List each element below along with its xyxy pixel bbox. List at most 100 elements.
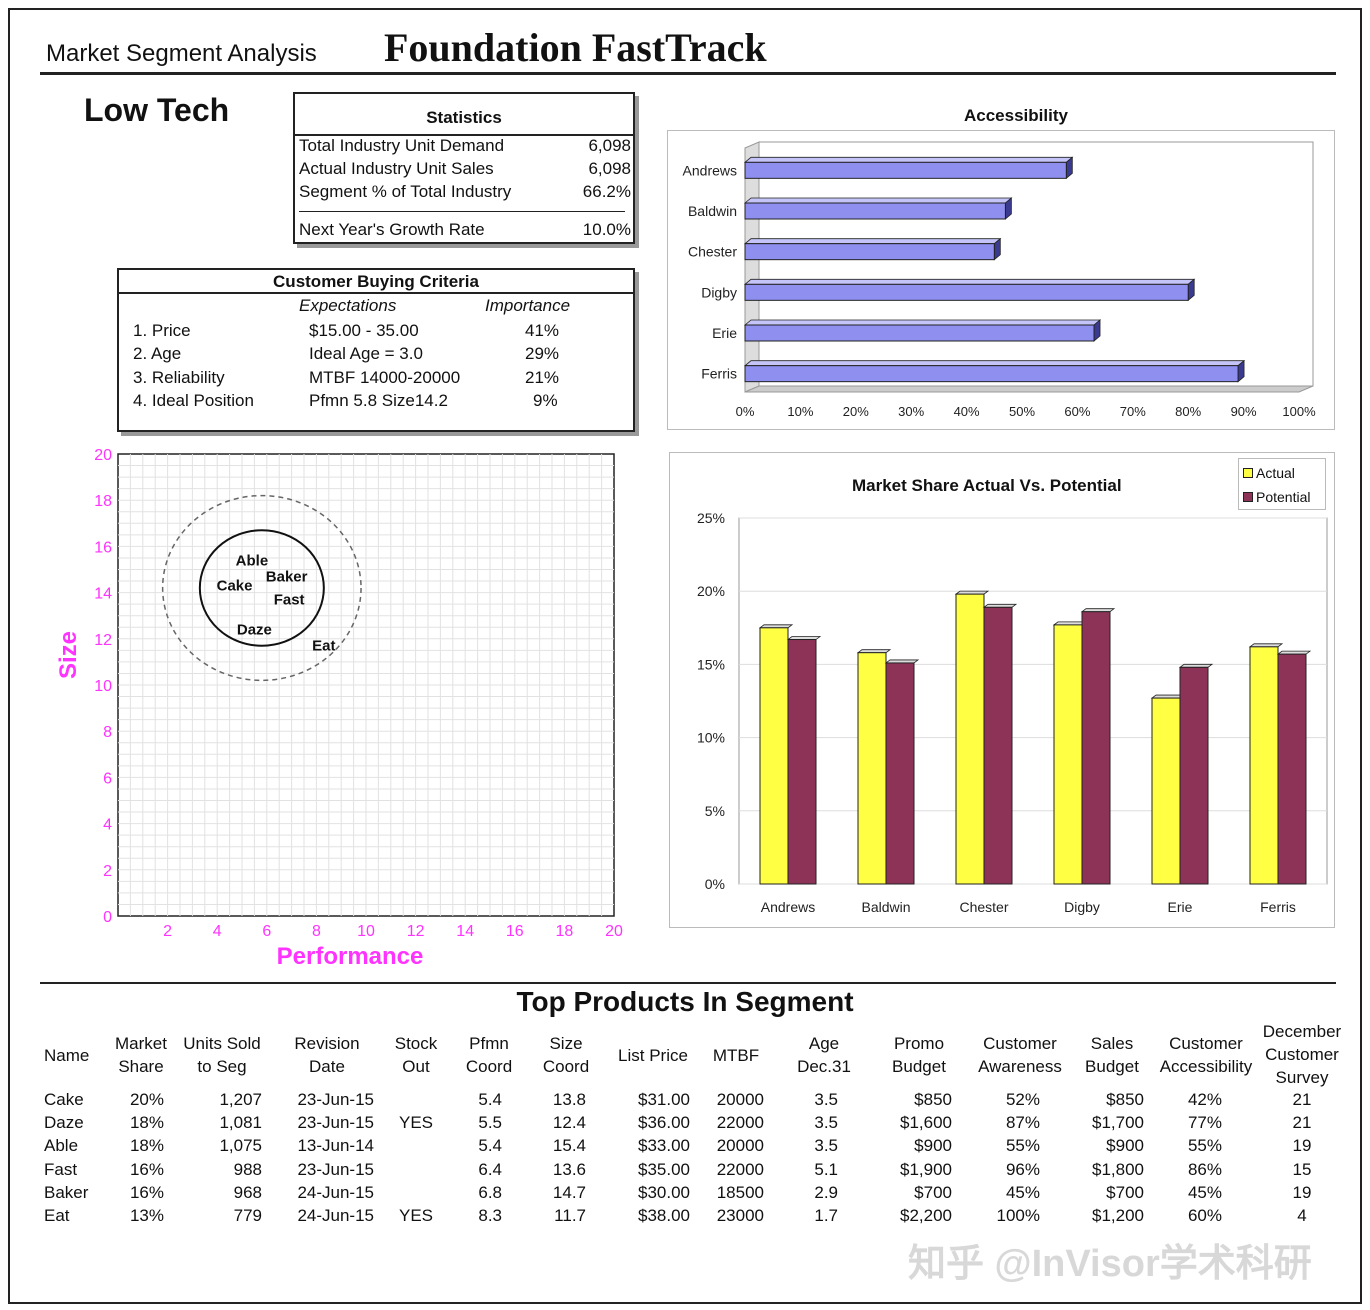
table-header: December Customer Survey	[1256, 1020, 1348, 1089]
pm-product-label: Fast	[274, 592, 305, 609]
stat-row: Segment % of Total Industry 66.2%	[299, 182, 631, 202]
table-cell: 15	[1292, 1159, 1312, 1179]
table-cell: $1,200	[1092, 1206, 1144, 1225]
table-cell: 96%	[1005, 1159, 1040, 1179]
table-header-line: Customer	[1169, 1034, 1243, 1053]
table-cell: 21	[1292, 1113, 1312, 1133]
stat-label: Total Industry Unit Demand	[299, 136, 505, 155]
acc-floor	[744, 385, 1314, 393]
table-cell: 3.5	[814, 1113, 838, 1133]
table-cell: $1,900	[900, 1159, 952, 1179]
table-cell: 6.8	[478, 1182, 502, 1202]
acc-bar	[744, 324, 1095, 342]
pm-x-tick: 8	[312, 923, 321, 940]
table-cell: 12.4	[552, 1113, 586, 1133]
legend-label-actual: Actual	[1256, 465, 1295, 481]
stat-value: 66.2%	[582, 182, 631, 201]
page-frame	[8, 8, 1362, 1304]
criteria-expectation: $15.00 - 35.00	[309, 321, 419, 340]
table-cell: Eat	[44, 1206, 70, 1225]
pm-x-tick: 18	[556, 923, 574, 940]
table-cell: 3.5	[814, 1090, 838, 1109]
statistics-divider	[295, 134, 633, 136]
acc-tick-label: 0%	[736, 404, 755, 419]
acc-tick-label: 40%	[954, 404, 980, 419]
ms-bar-actual	[759, 627, 789, 885]
market-share-title: Market Share Actual Vs. Potential	[852, 476, 1122, 495]
criteria-importance: 21%	[525, 368, 560, 387]
table-cell: 1,207	[219, 1090, 262, 1109]
table-cell: 988	[233, 1159, 262, 1179]
table-cell: 45%	[1187, 1182, 1222, 1202]
table-cell: $1,800	[1092, 1159, 1144, 1179]
table-cell: 23000	[716, 1206, 764, 1225]
legend-swatch-actual	[1243, 468, 1253, 478]
table-header-line: Share	[118, 1057, 164, 1076]
acc-category-label: Andrews	[683, 162, 737, 178]
acc-category-label: Erie	[712, 325, 737, 341]
ms-y-tick: 20%	[697, 583, 725, 599]
acc-tick-label: 100%	[1282, 404, 1316, 419]
table-cell: 45%	[1005, 1182, 1040, 1202]
acc-bar	[744, 365, 1239, 383]
table-cell: 6.4	[478, 1159, 502, 1179]
pm-fine-cut-circle	[198, 529, 325, 647]
table-cell: 22000	[716, 1159, 764, 1179]
table-cell: $31.00	[638, 1090, 690, 1109]
table-cell: 23-Jun-15	[297, 1159, 374, 1179]
criteria-expectation: Ideal Age = 3.0	[309, 344, 423, 363]
ms-y-tick: 0%	[705, 876, 725, 892]
ms-bar-actual	[1151, 697, 1181, 885]
pm-x-tick: 12	[407, 923, 425, 940]
pm-y-axis-label: Size	[55, 631, 82, 679]
pm-y-tick: 0	[103, 909, 112, 926]
table-header-line: Accessibility	[1159, 1057, 1253, 1076]
pm-y-tick: 10	[94, 678, 112, 695]
pm-y-tick: 12	[94, 632, 112, 649]
pm-y-tick: 20	[94, 447, 112, 464]
table-cell: $1,700	[1092, 1113, 1144, 1133]
table-cell: YES	[398, 1113, 434, 1133]
table-cell: 1,075	[219, 1136, 262, 1156]
table-header-line: Date	[309, 1057, 345, 1076]
acc-bar	[744, 283, 1189, 301]
table-cell: 18500	[716, 1182, 764, 1202]
table-cell: 14.7	[552, 1182, 586, 1202]
acc-tick-label: 20%	[843, 404, 869, 419]
criteria-label: 1. Price	[133, 321, 191, 340]
pm-y-tick: 8	[103, 724, 112, 741]
table-cell: 52%	[1005, 1090, 1040, 1109]
table-cell: 779	[233, 1206, 262, 1225]
table-cell: 87%	[1005, 1113, 1040, 1133]
table-cell: $33.00	[638, 1136, 690, 1156]
table-cell: 100%	[996, 1206, 1040, 1225]
accessibility-chart: Andrews Baldwin Chester Digby Erie Ferris 0% 10…	[683, 141, 1316, 419]
pm-x-tick: 2	[163, 923, 172, 940]
section-divider	[40, 982, 1336, 984]
ms-bar-potential	[1081, 611, 1111, 885]
table-header-line: Promo	[893, 1034, 945, 1053]
table-cell: 20000	[716, 1090, 764, 1109]
table-header: Customer Awareness	[968, 1032, 1072, 1078]
table-header: Age Dec.31	[792, 1032, 856, 1078]
legend-label-potential: Potential	[1256, 489, 1311, 505]
stat-label: Segment % of Total Industry	[299, 182, 512, 201]
ms-bar-potential	[983, 606, 1013, 885]
statistics-box: Statistics Total Industry Unit Demand 6,…	[293, 92, 635, 244]
watermark-text: 知乎 @InVisor学术科研	[908, 1243, 1312, 1285]
table-cell: $2,200	[900, 1206, 952, 1225]
table-cell: 19	[1292, 1136, 1312, 1156]
ms-category-label: Erie	[1168, 899, 1193, 915]
market-share-chart: 0% 5% 10% 15% 20% 25% Andrews Baldwin Chester Dig…	[697, 510, 1328, 915]
table-header-line: Budget	[1085, 1057, 1139, 1076]
stat-row: Actual Industry Unit Sales 6,098	[299, 159, 631, 179]
stat-row: Total Industry Unit Demand 6,098	[299, 136, 631, 156]
table-header-line: MTBF	[712, 1046, 760, 1065]
table-header-line: Pfmn	[469, 1034, 509, 1053]
acc-bar	[744, 243, 995, 261]
buying-criteria-title: Customer Buying Criteria	[273, 272, 479, 291]
table-cell: $900	[1106, 1136, 1144, 1156]
legend-swatch-potential	[1243, 492, 1253, 502]
pm-product-label: Baker	[266, 568, 308, 585]
